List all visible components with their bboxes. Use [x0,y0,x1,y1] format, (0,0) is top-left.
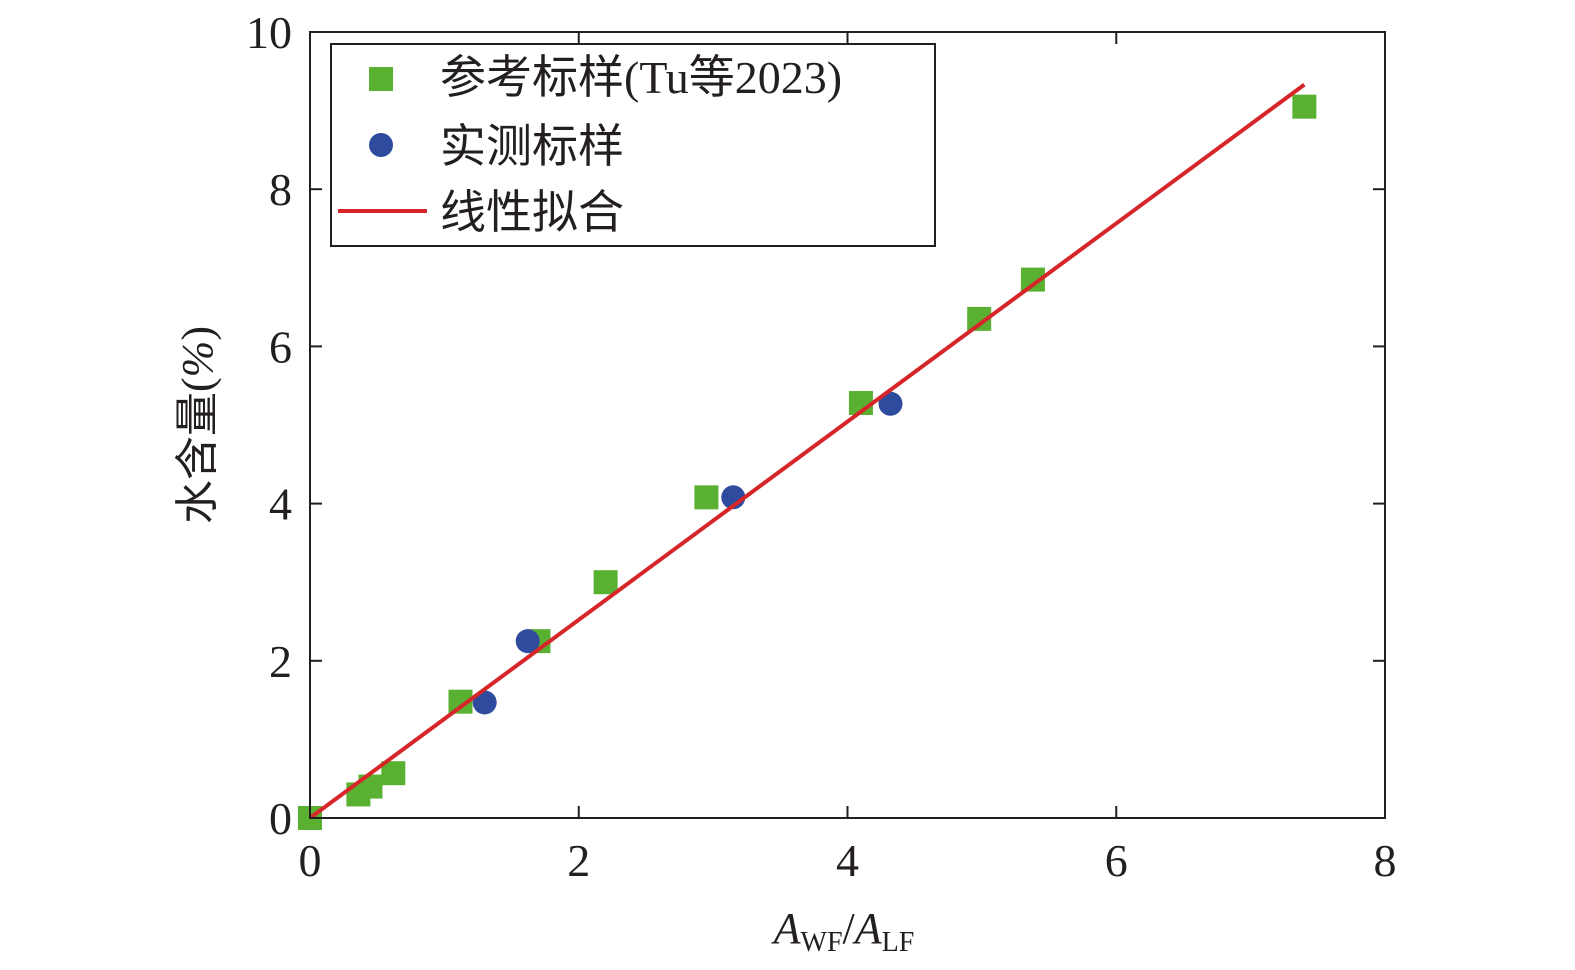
reference-sample-point [381,761,406,786]
legend-label-measured: 实测标样 [440,121,624,172]
reference-sample-point [694,485,719,510]
x-axis-label-main-1: A [771,904,802,953]
x-tick-label: 2 [567,835,590,886]
x-tick-label: 4 [836,835,859,886]
measured-sample-point [878,391,903,416]
measured-sample-point [515,629,540,654]
x-axis-label-main-2: A [852,904,883,953]
y-axis-label-text: 水含量( [173,377,222,524]
x-axis: 0 2 4 6 8 [299,32,1397,886]
legend: 参考标样(Tu等2023) 实测标样 线性拟合 [330,43,936,247]
legend-circle-marker [369,133,393,157]
linear-fit-line [308,83,1306,820]
y-axis-label-close: ) [173,326,222,341]
x-tick-label: 8 [1374,835,1397,886]
legend-label-fit: 线性拟合 [440,187,624,238]
y-axis-label: 水含量(%) [173,326,222,524]
plot-area [298,83,1317,830]
x-tick-label: 0 [299,835,322,886]
legend-box [330,43,936,247]
y-tick-label: 10 [246,7,292,58]
legend-label-reference: 参考标样(Tu等2023) [440,52,842,103]
measured-sample-point [472,690,497,715]
y-tick-label: 6 [269,321,292,372]
legend-square-marker [369,67,393,91]
y-tick-label: 0 [269,793,292,844]
y-axis-label-percent: % [173,341,222,378]
y-tick-label: 4 [269,479,292,530]
x-axis-label-separator: / [843,904,856,953]
reference-sample-point [593,570,618,595]
y-axis: 0 2 4 6 8 10 [246,7,1385,844]
x-axis-label-sub-2: LF [882,927,915,958]
x-axis-label-sub-1: WF [801,927,843,958]
x-axis-label: AWF/ALF [771,904,915,958]
reference-sample-point [1292,94,1317,119]
y-tick-label: 8 [269,164,292,215]
x-tick-label: 6 [1105,835,1128,886]
y-tick-label: 2 [269,636,292,687]
